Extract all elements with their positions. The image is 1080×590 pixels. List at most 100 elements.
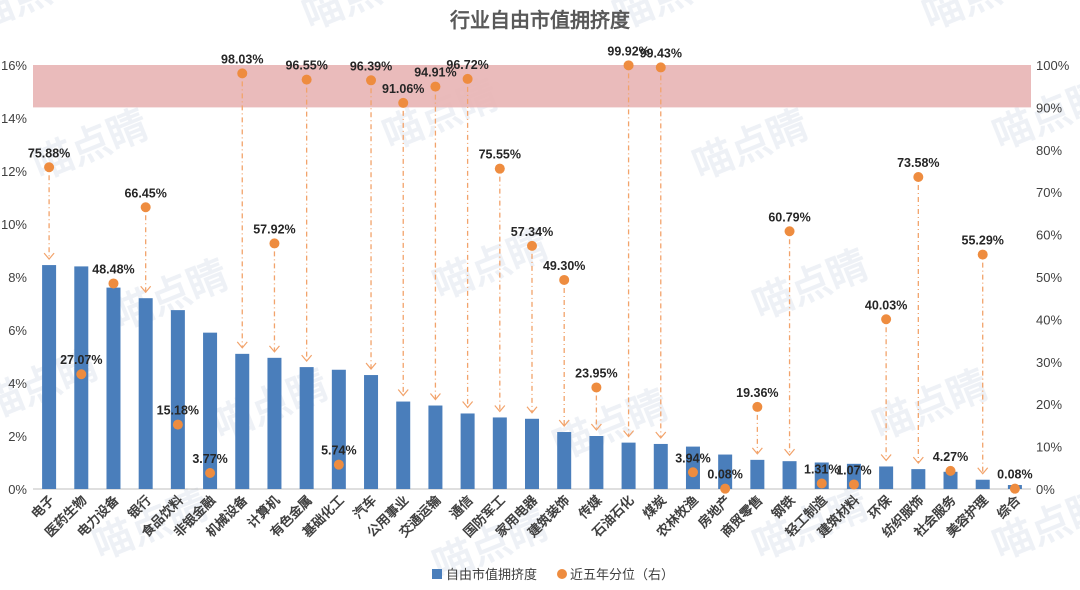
y-axis-left: 0% 2% 4% 6% 8% 10% 12% 14% 16%	[1, 58, 27, 497]
percentile-point	[977, 249, 988, 260]
percentile-data-label: 49.30%	[543, 259, 585, 273]
percentile-data-label: 0.08%	[707, 468, 742, 482]
percentile-point	[945, 465, 956, 476]
bar	[267, 357, 282, 489]
bar	[750, 459, 765, 489]
watermark-text: 喵点睛	[0, 0, 95, 39]
bar	[203, 332, 218, 489]
bar	[879, 466, 894, 489]
percentile-data-label: 96.55%	[285, 59, 327, 73]
y-left-tick-label: 14%	[1, 111, 27, 126]
percentile-data-label: 98.03%	[221, 52, 263, 66]
percentile-point	[559, 274, 570, 285]
percentile-data-label: 5.74%	[321, 444, 356, 458]
bar	[331, 369, 346, 489]
leader-arrow	[140, 285, 152, 294]
percentile-point	[494, 163, 505, 174]
y-left-tick-label: 4%	[8, 376, 27, 391]
y-right-tick-label: 30%	[1036, 355, 1062, 370]
percentile-series: 75.88% 27.07% 48.48% 66.45% 15.18% 3.77% 98.03…	[28, 44, 1033, 494]
percentile-point	[172, 419, 183, 430]
percentile-point	[591, 382, 602, 393]
y-right-tick-label: 80%	[1036, 143, 1062, 158]
percentile-point	[76, 369, 87, 380]
percentile-data-label: 23.95%	[575, 366, 617, 380]
percentile-point	[398, 97, 409, 108]
percentile-data-label: 0.08%	[997, 468, 1032, 482]
y-right-tick-label: 90%	[1036, 100, 1062, 115]
leader-arrow	[977, 467, 989, 475]
y-left-tick-label: 10%	[1, 217, 27, 232]
bar	[106, 287, 121, 489]
percentile-data-label: 99.92%	[607, 44, 649, 58]
percentile-data-label: 1.07%	[836, 463, 871, 477]
leader-arrow	[43, 252, 55, 261]
watermark-text: 喵点睛	[687, 102, 815, 190]
percentile-data-label: 73.58%	[897, 156, 939, 170]
percentile-data-label: 60.79%	[768, 210, 810, 224]
bar	[718, 454, 733, 489]
bar	[653, 443, 668, 489]
percentile-point	[720, 483, 731, 494]
percentile-point	[205, 468, 216, 479]
percentile-point	[655, 62, 666, 73]
percentile-data-label: 75.55%	[479, 148, 521, 162]
leader-arrow	[590, 423, 602, 431]
percentile-data-label: 99.43%	[640, 46, 682, 60]
y-right-tick-label: 0%	[1036, 482, 1055, 497]
leader-arrow	[623, 430, 635, 438]
percentile-data-label: 94.91%	[414, 66, 456, 80]
percentile-point	[269, 238, 280, 249]
bar	[492, 417, 507, 489]
y-left-tick-label: 6%	[8, 323, 27, 338]
percentile-point	[848, 479, 859, 490]
bar	[42, 265, 57, 489]
percentile-data-label: 15.18%	[157, 404, 199, 418]
bar	[460, 413, 475, 489]
category-label: 电子	[28, 493, 58, 523]
percentile-data-label: 57.92%	[253, 222, 295, 236]
percentile-point	[333, 459, 344, 470]
percentile-point	[687, 467, 698, 478]
leader-arrow	[268, 345, 280, 353]
bar	[589, 436, 604, 489]
bar	[138, 298, 153, 489]
bar	[525, 418, 539, 489]
leader-arrow	[784, 448, 796, 457]
leader-arrow	[301, 354, 313, 363]
y-left-tick-label: 0%	[8, 482, 27, 497]
bar	[299, 367, 314, 489]
bar	[975, 479, 990, 489]
percentile-point	[44, 162, 55, 173]
chart-title: 行业自由市值拥挤度	[449, 8, 631, 32]
leader-lines	[43, 73, 989, 475]
legend-dot-label: 近五年分位（右）	[570, 568, 674, 583]
percentile-data-label: 4.27%	[933, 450, 968, 464]
leader-arrow	[526, 406, 538, 414]
percentile-point	[816, 478, 827, 489]
bar	[364, 375, 379, 489]
y-right-tick-label: 60%	[1036, 228, 1062, 243]
y-right-tick-label: 70%	[1036, 185, 1062, 200]
percentile-data-label: 66.45%	[124, 186, 166, 200]
bar	[782, 461, 797, 489]
bar	[428, 405, 443, 489]
leader-arrow	[880, 454, 892, 462]
leader-arrow	[397, 389, 409, 397]
category-label: 汽车	[350, 493, 380, 523]
percentile-data-label: 19.36%	[736, 386, 778, 400]
leader-arrow	[236, 341, 248, 349]
legend: 自由市值拥挤度 近五年分位（右）	[432, 567, 674, 583]
watermark-text: 喵点睛	[917, 0, 1045, 39]
bar	[396, 401, 411, 489]
bar	[557, 432, 572, 489]
percentile-data-label: 96.39%	[350, 59, 392, 73]
watermark-text: 喵点睛	[987, 482, 1080, 570]
leader-arrow	[655, 431, 667, 439]
legend-dot-swatch	[557, 569, 567, 579]
y-left-tick-label: 2%	[8, 429, 27, 444]
percentile-data-label: 75.88%	[28, 146, 70, 160]
leader-arrow	[365, 362, 377, 370]
bar	[621, 442, 636, 489]
y-right-tick-label: 20%	[1036, 397, 1062, 412]
